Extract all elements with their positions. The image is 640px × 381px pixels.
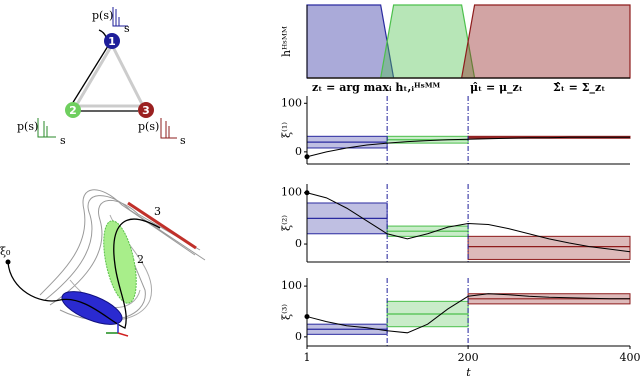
gaussian-3 [127, 201, 197, 250]
axis-x3d [117, 332, 129, 337]
duration-xlabel: s [60, 134, 66, 147]
cluster-label: 3 [154, 205, 161, 218]
duration-ylabel: p(s) [17, 120, 38, 133]
cluster-label: 2 [137, 253, 144, 266]
y-tick-label: 0 [295, 237, 302, 250]
trajectory-line [306, 136, 630, 158]
y-tick-label: 100 [281, 96, 302, 109]
start-label: ξ₀ [0, 245, 11, 258]
node-label: 3 [142, 104, 150, 117]
trajectory-line [306, 192, 631, 253]
y-tick-label: 0 [295, 330, 302, 343]
y-tick-label: 0 [295, 145, 302, 158]
duration-xlabel: s [124, 22, 130, 35]
y-tick-label: 100 [281, 279, 302, 292]
duration-xlabel: s [180, 134, 186, 147]
trajectory-line [306, 293, 630, 334]
edges-faint [73, 41, 146, 108]
edge [71, 45, 109, 105]
node: 1 [104, 33, 120, 49]
equation: Σ̂ₜ = Σ_zₜ [553, 81, 605, 95]
x-tick-label: 400 [620, 351, 640, 364]
gaussian-2 [103, 220, 137, 304]
node-label: 2 [69, 104, 77, 117]
x-tick-label: 200 [458, 351, 479, 364]
duration-plot [160, 118, 177, 139]
y-axis-label: ξ⁽²⁾ [280, 215, 293, 231]
duration-ylabel: p(s) [92, 9, 113, 22]
reproduction [7, 218, 161, 329]
demo-loops [39, 189, 206, 321]
node: 2 [65, 102, 81, 118]
edge [98, 29, 107, 38]
duration-ylabel: p(s) [138, 120, 159, 133]
equation: zₜ = arg maxᵢ hₜ,ᵢᴴˢᴹᴹ [312, 81, 441, 94]
y-tick-label: 100 [281, 186, 302, 199]
x-axis-label: t [466, 366, 471, 379]
hsmm-graph: 1 2 3 p(s) s p(s) s p(s) s [17, 7, 186, 147]
equation: μ̂ₜ = μ_zₜ [470, 81, 523, 95]
node-label: 1 [108, 35, 116, 48]
y-axis-label: hᴴˢᴹᴹ [280, 26, 293, 57]
duration-plot [112, 7, 128, 27]
trajectory-3d: ξ₀ 2 3 [0, 189, 206, 337]
start-point [5, 259, 11, 265]
node: 3 [138, 102, 154, 118]
y-axis-label: ξ⁽¹⁾ [280, 122, 293, 138]
x-tick-label: 1 [304, 351, 311, 364]
y-axis-label: ξ⁽³⁾ [280, 304, 293, 320]
duration-plot [37, 118, 56, 138]
covariance-band [467, 235, 631, 260]
